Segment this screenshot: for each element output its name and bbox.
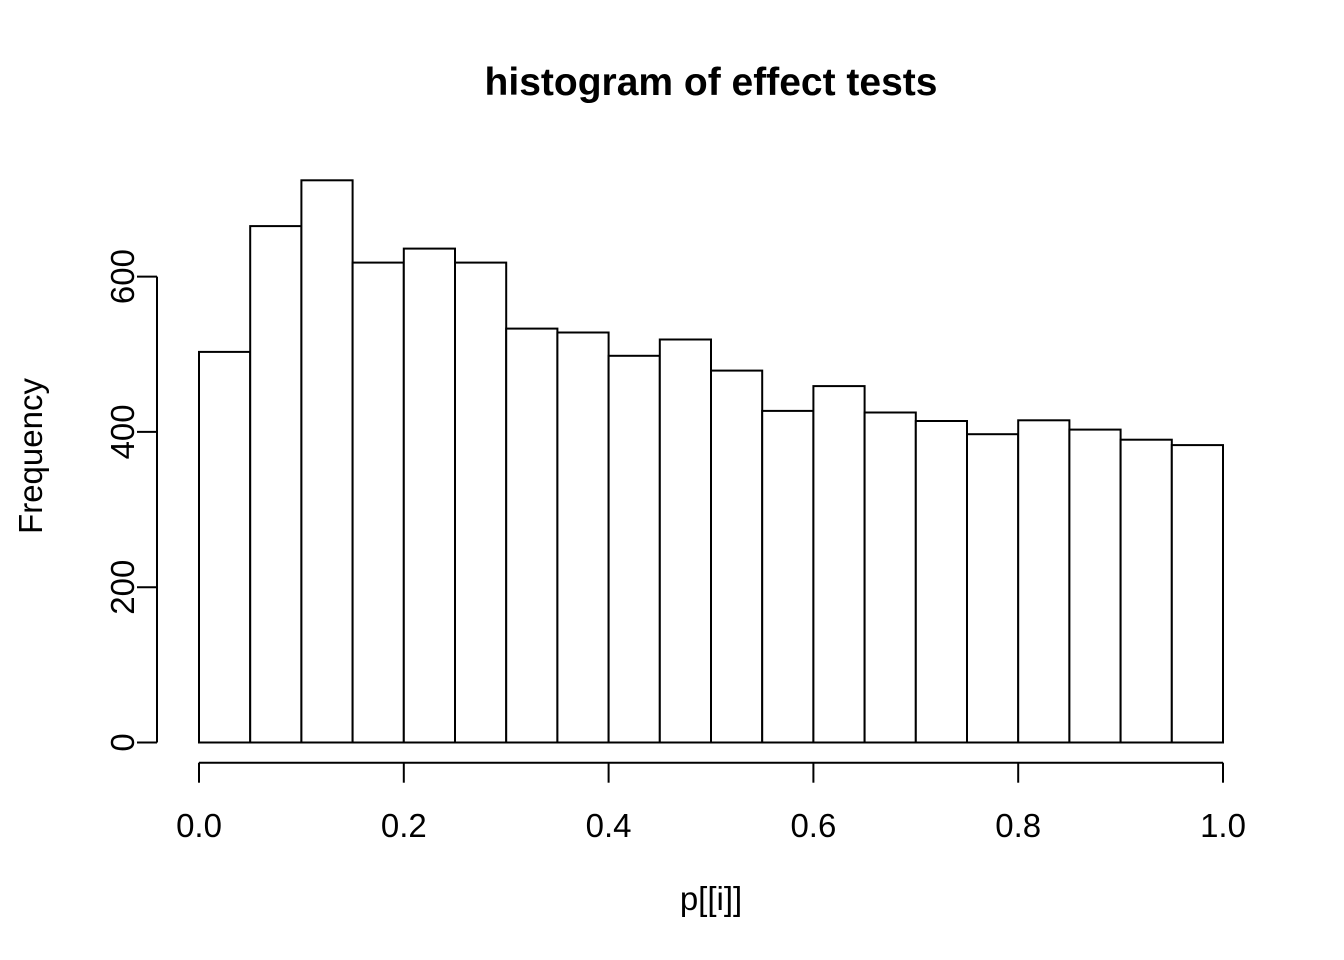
chart-title: histogram of effect tests [485,61,938,104]
histogram-bar [1068,428,1122,744]
x-axis-title: p[[i]] [680,880,742,917]
histogram-bar [710,369,764,744]
histogram-bar [556,331,610,744]
histogram-bar [761,409,815,744]
y-tick-label: 200 [104,560,141,615]
y-axis-title: Frequency [12,378,49,534]
histogram-bars [198,179,1225,744]
x-tick-label: 0.2 [381,807,427,844]
x-tick-label: 0.8 [995,807,1041,844]
histogram-bar [198,350,252,744]
histogram-bar [863,411,917,744]
x-tick-label: 1.0 [1200,807,1246,844]
y-tick-label: 600 [104,249,141,304]
histogram-bar [966,433,1020,744]
histogram-bar [658,338,712,744]
histogram-bar [505,327,559,744]
histogram-bar [812,385,866,744]
histogram-bar [300,179,354,744]
histogram-bar [249,225,303,744]
histogram-bar [454,261,508,744]
histogram-bar [1119,438,1173,744]
x-axis: 0.0 0.2 0.4 0.6 0.8 1.0 [176,761,1246,844]
histogram-bar [914,420,968,744]
histogram-bar [607,354,661,744]
y-axis: 0 200 400 600 [104,249,158,752]
y-tick-label: 400 [104,404,141,459]
x-tick-label: 0.6 [790,807,836,844]
histogram-bar [1017,419,1071,744]
histogram-bar [402,247,456,744]
y-tick-label: 0 [104,733,141,751]
histogram-bar [1170,444,1225,744]
x-tick-label: 0.0 [176,807,222,844]
x-tick-label: 0.4 [586,807,632,844]
histogram-bar [351,261,405,744]
